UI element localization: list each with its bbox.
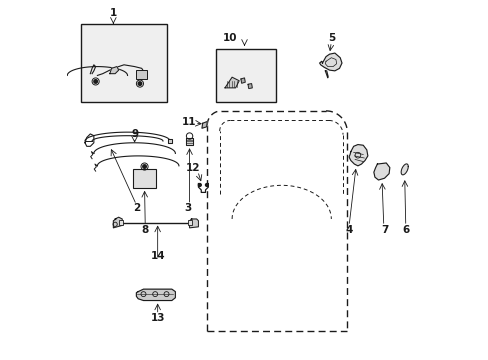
Circle shape (94, 80, 97, 83)
Polygon shape (113, 217, 122, 228)
Polygon shape (247, 84, 252, 89)
Polygon shape (348, 145, 367, 166)
Text: 4: 4 (345, 225, 352, 235)
Polygon shape (202, 122, 207, 128)
Bar (187, 220, 192, 225)
Bar (119, 220, 122, 225)
Text: 14: 14 (150, 251, 164, 261)
Polygon shape (224, 77, 239, 88)
Polygon shape (400, 164, 407, 175)
Text: 11: 11 (182, 117, 196, 126)
Circle shape (142, 165, 146, 168)
Polygon shape (241, 78, 244, 83)
Bar (133, 169, 156, 188)
Text: 3: 3 (184, 203, 191, 213)
Circle shape (138, 82, 142, 85)
Bar (216, 49, 276, 102)
Polygon shape (319, 53, 341, 71)
Text: 5: 5 (327, 33, 334, 43)
Polygon shape (189, 219, 198, 228)
Bar (81, 24, 166, 102)
Text: 13: 13 (150, 313, 164, 323)
Polygon shape (168, 139, 171, 143)
Text: 7: 7 (380, 225, 387, 235)
Text: 2: 2 (133, 203, 140, 213)
Polygon shape (373, 163, 389, 180)
Polygon shape (136, 289, 175, 301)
Text: 9: 9 (131, 129, 138, 139)
Polygon shape (325, 71, 327, 78)
Circle shape (205, 184, 208, 186)
Text: 8: 8 (142, 225, 148, 235)
Text: 1: 1 (109, 8, 117, 18)
Polygon shape (110, 67, 119, 74)
Circle shape (198, 184, 201, 186)
Text: 6: 6 (401, 225, 408, 235)
Bar (136, 70, 147, 79)
Text: 10: 10 (223, 33, 237, 43)
Polygon shape (185, 138, 193, 145)
Text: 12: 12 (185, 163, 200, 172)
